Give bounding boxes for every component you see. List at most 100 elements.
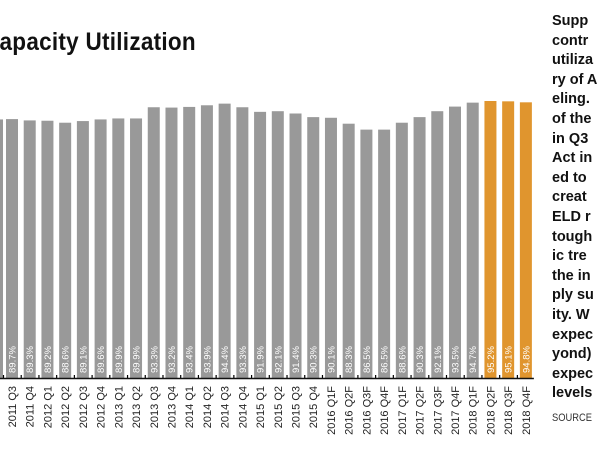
- sidebar-line: utiliza: [552, 52, 594, 69]
- bar: [378, 129, 391, 378]
- sidebar-line: ity. W: [552, 306, 590, 323]
- x-tick-label: 2015 Q1: [255, 386, 267, 428]
- data-label: 90.3%: [309, 346, 320, 373]
- bar: [324, 117, 337, 379]
- data-label: 89.6%: [96, 346, 107, 373]
- data-label: 92.1%: [433, 346, 444, 373]
- data-label: 89.9%: [132, 346, 143, 373]
- sidebar-line: tough: [552, 228, 593, 245]
- x-tick-label: 2018 Q1F: [468, 386, 480, 435]
- data-label: 93.3%: [238, 346, 249, 373]
- x-tick-label: 2014 Q1: [184, 386, 196, 428]
- data-label: 94.7%: [468, 346, 479, 373]
- sidebar-line: expec: [552, 365, 594, 382]
- data-label: 89.7%: [8, 346, 19, 373]
- sidebar-line: eling.: [552, 91, 590, 108]
- x-tick-label: 2012 Q3: [78, 386, 90, 428]
- bar: [218, 103, 231, 378]
- sidebar-line: ic tre: [552, 248, 587, 265]
- data-label: 89.9%: [114, 346, 125, 373]
- bar: [342, 123, 355, 378]
- data-label: 95.2%: [486, 346, 497, 373]
- x-tick-label: 2013 Q2: [131, 386, 143, 428]
- bar: [360, 129, 373, 378]
- x-tick-label: 2017 Q4F: [450, 386, 462, 435]
- bar: [484, 101, 497, 378]
- data-label: 91.9%: [256, 346, 267, 373]
- x-tick-label: 2013 Q3: [149, 386, 161, 428]
- bar: [76, 121, 89, 379]
- data-label: 94.4%: [220, 346, 231, 373]
- sidebar-line: contr: [552, 32, 589, 49]
- source-label: SOURCE: [552, 411, 593, 424]
- x-tick-label: 2015 Q4: [308, 386, 320, 428]
- bar: [307, 117, 320, 379]
- x-tick-label: 2016 Q1F: [326, 386, 338, 435]
- chart-title: Capacity Utilization: [0, 28, 196, 56]
- x-tick-label: 2012 Q1: [42, 386, 54, 428]
- data-label: 95.1%: [504, 346, 515, 373]
- sidebar-line: in Q3: [552, 130, 589, 147]
- x-tick-label: 2016 Q3F: [361, 386, 373, 435]
- data-label: 86.5%: [362, 346, 373, 373]
- sidebar-line: levels: [552, 385, 593, 402]
- bar: [271, 111, 284, 378]
- data-label: 88.3%: [344, 346, 355, 373]
- bar: [112, 118, 125, 379]
- bar: [147, 107, 160, 378]
- sidebar-line: ed to: [552, 169, 587, 186]
- data-label: 89.2%: [43, 346, 54, 373]
- bar: [23, 120, 36, 379]
- sidebar-line: ply su: [552, 287, 594, 304]
- data-label: 93.4%: [185, 346, 196, 373]
- bar: [130, 118, 143, 379]
- x-tick-label: 2015 Q3: [291, 386, 303, 428]
- data-label: 88.6%: [61, 346, 72, 373]
- bar: [59, 122, 72, 378]
- data-label: 93.9%: [202, 346, 213, 373]
- data-label: 91.4%: [291, 346, 302, 373]
- data-label: 90.1%: [326, 346, 337, 373]
- x-tick-label: 2013 Q1: [113, 386, 125, 428]
- x-tick-label: 2011 Q3: [7, 386, 19, 427]
- sidebar-line: the in: [552, 267, 591, 284]
- bar: [200, 105, 213, 378]
- x-tick-label: 2012 Q4: [96, 386, 108, 428]
- sidebar-line: Supp: [552, 13, 589, 29]
- bar: [413, 117, 426, 379]
- x-tick-label: 2017 Q1F: [397, 386, 409, 435]
- bar: [502, 101, 515, 378]
- sidebar-text: Supp contr utiliza ry of A eling. of the in Q3…: [552, 12, 600, 424]
- x-tick-label: 2011 Q4: [25, 386, 37, 427]
- x-tick-label: 2016 Q2F: [344, 386, 356, 435]
- x-tick-label: 2014 Q3: [220, 386, 232, 428]
- sidebar-line: expec: [552, 326, 594, 343]
- data-label: 93.2%: [167, 346, 178, 373]
- bar: [41, 120, 54, 379]
- x-tick-label: 2012 Q2: [60, 386, 72, 428]
- data-label: 92.1%: [273, 346, 284, 373]
- sidebar-line: creat: [552, 189, 587, 206]
- x-tick-label: 2017 Q2F: [415, 386, 427, 435]
- x-tick-label: 2014 Q4: [237, 386, 249, 428]
- bar: [449, 106, 461, 378]
- bar: [94, 119, 107, 379]
- bar: [236, 107, 249, 378]
- sidebar-line: ry of A: [552, 71, 598, 88]
- bar: [289, 113, 302, 378]
- bar: [254, 111, 267, 378]
- data-label: 93.3%: [149, 346, 160, 373]
- data-label: 94.8%: [521, 346, 532, 373]
- x-tick-label: 2013 Q4: [166, 386, 178, 428]
- data-label: 88.6%: [397, 346, 408, 373]
- data-label: 89.3%: [25, 346, 36, 373]
- bar-partial: [0, 119, 3, 379]
- x-tick-label: 2018 Q4F: [521, 386, 533, 435]
- x-tick-label: 2017 Q3F: [432, 386, 444, 435]
- x-tick-label: 2016 Q4F: [379, 386, 391, 435]
- data-label: 89.1%: [78, 346, 89, 373]
- x-tick-label: 2014 Q2: [202, 386, 214, 428]
- sidebar-line: yond): [552, 346, 592, 363]
- bar: [466, 102, 479, 378]
- x-tick-label: 2018 Q3F: [503, 386, 515, 435]
